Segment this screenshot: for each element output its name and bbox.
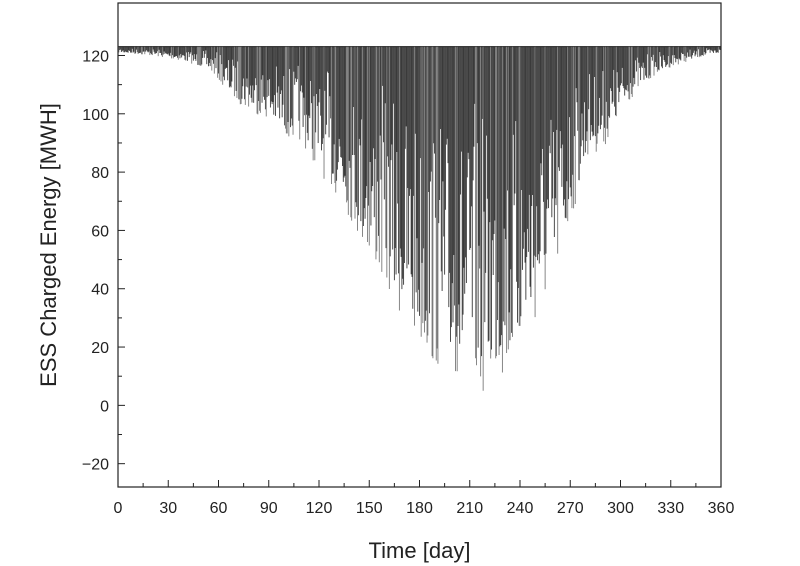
x-tick-label: 60	[210, 500, 228, 517]
x-tick-label: 150	[356, 500, 383, 517]
x-tick-label: 30	[159, 500, 177, 517]
x-tick-label: 300	[607, 500, 634, 517]
x-tick-label: 0	[114, 500, 123, 517]
y-axis-title: ESS Charged Energy [MWH]	[36, 103, 61, 387]
y-tick-label: −20	[82, 457, 109, 474]
y-tick-label: 80	[91, 165, 109, 182]
x-tick-label: 330	[657, 500, 684, 517]
x-tick-label: 360	[708, 500, 735, 517]
y-tick-label: 0	[100, 398, 109, 415]
x-tick-label: 180	[406, 500, 433, 517]
x-tick-label: 120	[306, 500, 333, 517]
x-tick-label: 90	[260, 500, 278, 517]
x-tick-label: 240	[507, 500, 534, 517]
y-tick-label: 20	[91, 340, 109, 357]
y-tick-label: 60	[91, 223, 109, 240]
y-tick-label: 40	[91, 282, 109, 299]
x-axis-title: Time [day]	[369, 538, 471, 563]
y-axis-ticks: −20 0 20 40 60 80 100 120	[82, 48, 125, 474]
x-tick-label: 270	[557, 500, 584, 517]
y-tick-label: 120	[82, 48, 109, 65]
bars-layer	[117, 46, 722, 391]
y-tick-label: 100	[82, 107, 109, 124]
x-axis-ticks: 0 30 60 90 120 150 180 210 240 270 300 330 360	[114, 480, 735, 517]
x-tick-label: 210	[456, 500, 483, 517]
